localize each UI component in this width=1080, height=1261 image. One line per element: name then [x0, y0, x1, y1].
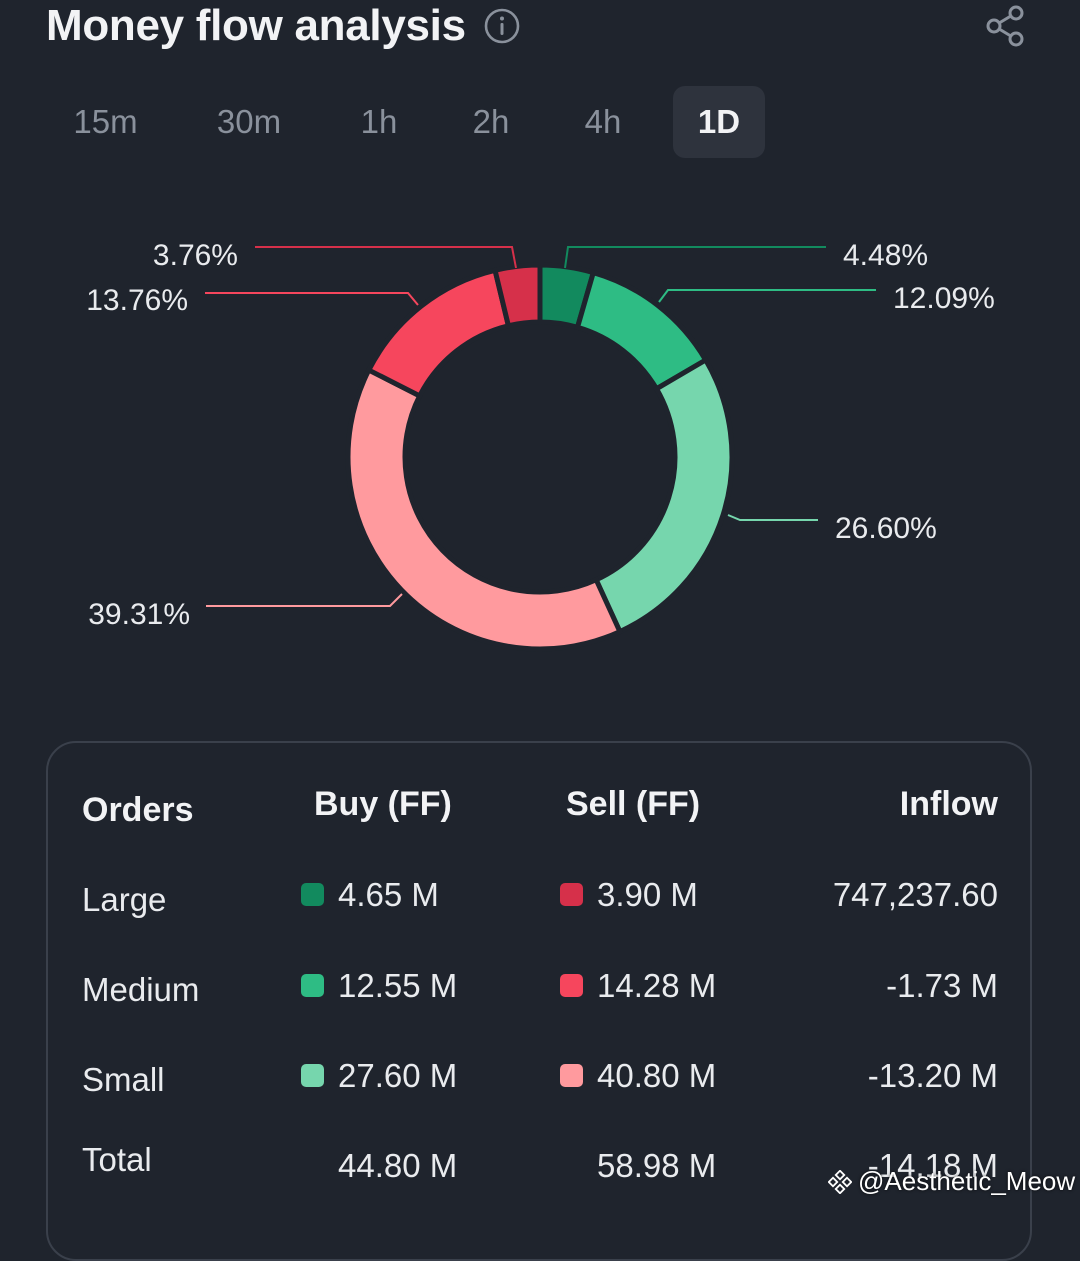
inflow-total-value: -14.18 M — [867, 1147, 998, 1184]
slice-label-6: 3.76% — [153, 239, 238, 272]
inflow-medium-value: -1.73 M — [886, 967, 998, 1004]
buy-medium-value: 12.55 M — [338, 967, 458, 1004]
buy-large-swatch — [301, 883, 324, 906]
leader-line-5 — [205, 292, 419, 306]
sell-small-value: 40.80 M — [597, 1057, 717, 1094]
timeframe-tabs: 15m 30m 1h 2h 4h 1D — [0, 86, 1080, 158]
leader-line-6 — [255, 246, 517, 269]
leader-line-3 — [727, 514, 818, 521]
leader-line-2 — [658, 289, 876, 303]
row-label-medium: Medium — [82, 971, 200, 1008]
leader-line-4 — [206, 593, 403, 607]
watermark-text: @Aesthetic_Meow — [858, 1166, 1076, 1196]
buy-large-value: 4.65 M — [338, 876, 439, 913]
donut-slice-5[interactable] — [365, 267, 512, 400]
donut-slice-6[interactable] — [492, 262, 543, 329]
row-label-small: Small — [82, 1061, 165, 1098]
column-header-orders: Orders — [82, 791, 194, 829]
sell-large-swatch — [560, 883, 583, 906]
tab-2h[interactable]: 2h — [472, 103, 510, 140]
tab-30m[interactable]: 30m — [216, 103, 282, 140]
inflow-small-value: -13.20 M — [867, 1057, 998, 1094]
buy-small-value: 27.60 M — [338, 1057, 458, 1094]
page-title: Money flow analysis — [46, 1, 466, 50]
slice-label-5: 13.76% — [86, 284, 188, 317]
sell-small-swatch — [560, 1064, 583, 1087]
donut-slice-4[interactable] — [345, 366, 624, 652]
binance-logo-icon — [828, 1169, 852, 1194]
leader-line-1 — [564, 246, 826, 269]
sell-large-value: 3.90 M — [597, 876, 698, 913]
column-header-inflow: Inflow — [899, 785, 998, 823]
row-label-total: Total — [82, 1141, 152, 1178]
info-icon[interactable] — [484, 8, 520, 44]
slice-label-3: 26.60% — [835, 512, 937, 545]
tab-4h[interactable]: 4h — [584, 103, 622, 140]
column-header-buy: Buy (FF) — [314, 785, 452, 823]
tab-15m[interactable]: 15m — [73, 103, 138, 140]
watermark: @Aesthetic_Meow — [828, 1166, 1075, 1197]
buy-medium-swatch — [301, 974, 324, 997]
tab-1h[interactable]: 1h — [360, 103, 398, 140]
slice-label-4: 39.31% — [88, 598, 190, 631]
inflow-large-value: 747,237.60 — [832, 876, 998, 913]
column-header-sell: Sell (FF) — [566, 785, 701, 823]
buy-total-value: 44.80 M — [338, 1147, 458, 1184]
slice-label-1: 4.48% — [843, 239, 928, 272]
share-icon[interactable] — [984, 4, 1028, 48]
sell-medium-value: 14.28 M — [597, 967, 717, 1004]
header: Money flow analysis — [46, 0, 520, 52]
row-label-large: Large — [82, 881, 167, 918]
sell-medium-swatch — [560, 974, 583, 997]
money-flow-table: Orders Buy (FF) Sell (FF) Inflow Large 4… — [46, 741, 1032, 1261]
money-flow-donut-chart: 4.48% 12.09% 26.60% 39.31% 13.76% 3.76% — [86, 239, 995, 652]
sell-total-value: 58.98 M — [597, 1147, 717, 1184]
slice-label-2: 12.09% — [893, 282, 995, 315]
donut-slice-3[interactable] — [592, 356, 735, 635]
tab-1d[interactable]: 1D — [673, 86, 765, 158]
buy-small-swatch — [301, 1064, 324, 1087]
